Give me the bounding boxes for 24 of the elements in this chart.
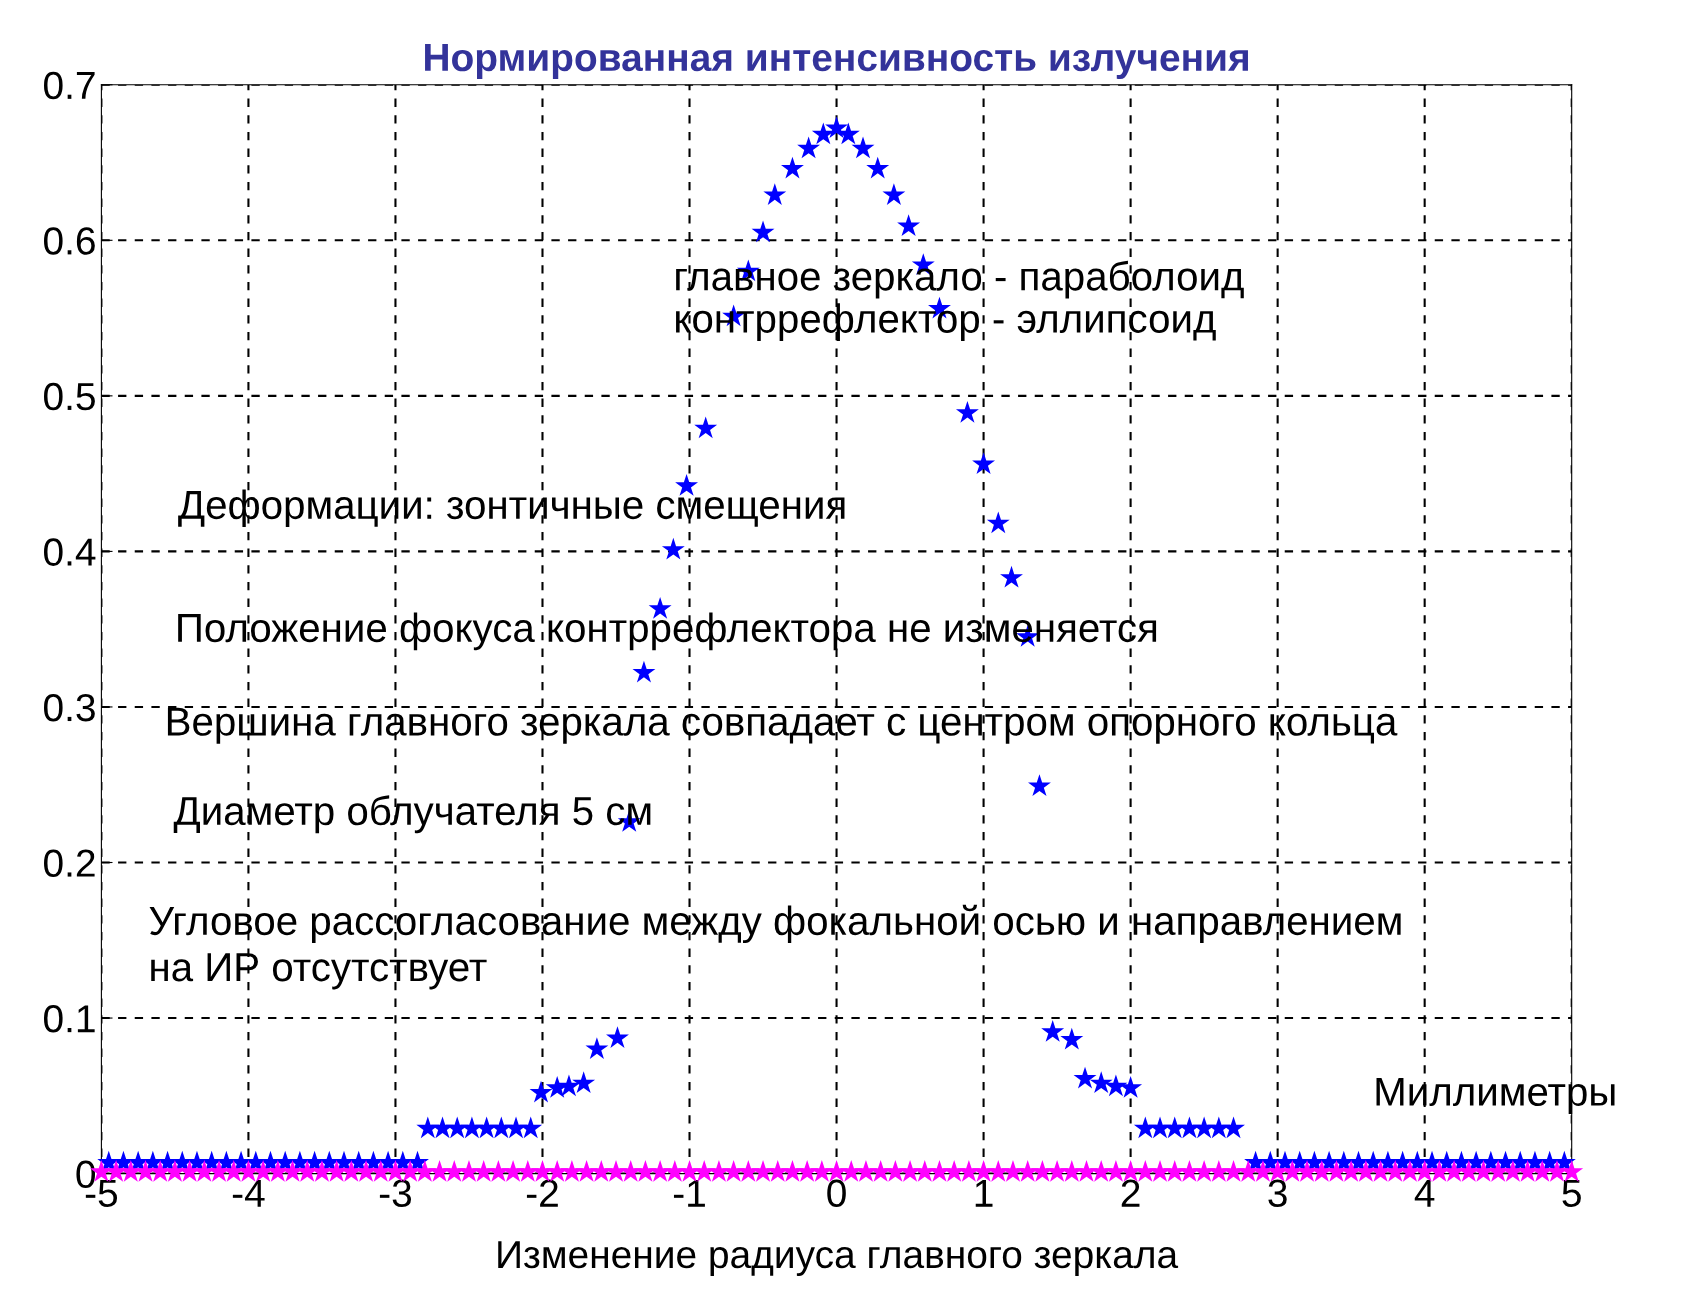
x-tick-label: 0	[827, 1179, 846, 1208]
x-tick-label: 4	[1414, 1179, 1435, 1207]
annotation: контррефлектор - эллипсоид	[676, 303, 1216, 341]
annotation: Деформации: зонтичные смещения	[178, 489, 845, 528]
x-axis-title: Изменение радиуса главного зеркала	[498, 1241, 1179, 1276]
y-tick-label: 0.2	[44, 849, 95, 877]
x-tick-label: -2	[526, 1179, 558, 1207]
y-tick-label: 0.7	[44, 71, 95, 100]
y-tick-label: 0.5	[44, 382, 95, 411]
x-tick-label: -1	[673, 1179, 705, 1207]
x-tick-label: 2	[1121, 1179, 1140, 1207]
x-tick-label: 5	[1562, 1179, 1581, 1208]
x-tick-label: -3	[379, 1179, 412, 1208]
annotation: Угловое рассогласование между фокальной осью и направлением на ИР отсутствует	[149, 904, 1401, 990]
x-tick-label: 1	[975, 1179, 993, 1207]
y-tick-label: 0.4	[44, 538, 96, 566]
annotation: Вершина главного зеркала совпадает с центром опорного кольца	[167, 707, 1398, 744]
x-tick-label: 3	[1268, 1179, 1287, 1208]
annotation: Диаметр облучателя 5 см	[173, 795, 651, 834]
x-tick-label: -4	[232, 1179, 265, 1207]
y-tick-label: 0.3	[44, 693, 95, 722]
y-tick-label: 0.1	[44, 1004, 95, 1033]
chart-title: Нормированная интенсивность излучения	[425, 44, 1248, 79]
y-tick-label: 0.6	[44, 227, 95, 255]
